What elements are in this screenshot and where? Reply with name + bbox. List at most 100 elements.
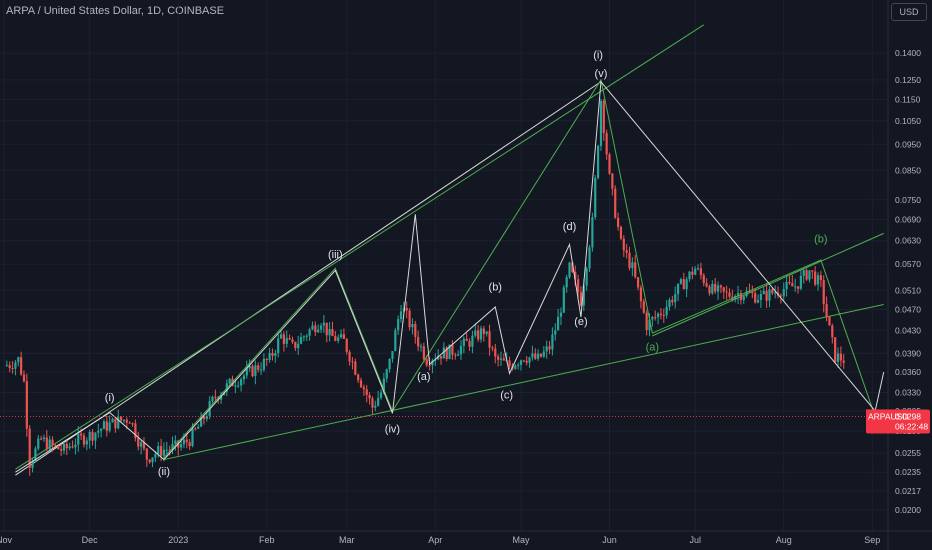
- candle-body: [174, 440, 177, 444]
- candle-body: [514, 365, 517, 369]
- candle-body: [45, 437, 48, 450]
- candle-body: [582, 285, 585, 306]
- currency-button[interactable]: USD: [891, 3, 927, 21]
- wave-label: (d): [563, 221, 576, 233]
- candle-body: [120, 416, 123, 421]
- candle-body: [248, 365, 251, 369]
- candle-body: [108, 422, 111, 431]
- x-tick-label: 2023: [168, 535, 188, 545]
- candle-body: [831, 325, 834, 338]
- candle-body: [716, 285, 720, 292]
- candle-body: [491, 347, 494, 349]
- candle-body: [517, 364, 520, 366]
- y-tick-label: 0.0390: [895, 348, 921, 358]
- candle-body: [676, 283, 680, 295]
- candle-body: [682, 279, 685, 290]
- candle-body: [257, 365, 260, 370]
- wave-label: (i): [593, 49, 603, 61]
- candle-body: [51, 439, 54, 446]
- candle-body: [559, 312, 563, 317]
- y-tick-label: 0.0470: [895, 304, 921, 314]
- candle-body: [442, 347, 445, 359]
- x-tick-label: Apr: [428, 535, 442, 545]
- candle-body: [702, 275, 705, 284]
- candle-body: [525, 360, 528, 363]
- candle-body: [614, 188, 617, 218]
- candle-body: [574, 271, 577, 280]
- candle-body: [137, 437, 140, 447]
- candle-body: [419, 346, 423, 348]
- x-tick-label: Mar: [339, 535, 355, 545]
- candle-body: [102, 421, 106, 430]
- candle-body: [474, 330, 477, 336]
- grid: [0, 0, 888, 531]
- chart-title: ARPA / United States Dollar, 1D, COINBAS…: [6, 5, 225, 17]
- candle-body: [251, 365, 254, 377]
- candle-body: [82, 435, 86, 445]
- candle-body: [322, 322, 325, 326]
- candle-body: [145, 448, 148, 460]
- candle-body: [639, 287, 643, 302]
- candle-body: [808, 270, 811, 280]
- candle-body: [62, 443, 66, 451]
- candle-body: [162, 449, 166, 456]
- candle-body: [768, 289, 771, 301]
- candle-body: [34, 448, 37, 462]
- candle-body: [645, 312, 648, 331]
- candle-body: [839, 353, 842, 361]
- candle-body: [328, 329, 331, 336]
- candle-body: [171, 443, 174, 450]
- candle-body: [779, 295, 782, 297]
- candle-body: [359, 380, 363, 388]
- green-channel-line: [163, 304, 884, 461]
- candle-body: [291, 339, 294, 342]
- y-tick-label: 0.0255: [895, 448, 921, 458]
- candle-body: [351, 361, 354, 363]
- candle-body: [522, 360, 525, 362]
- candle-body: [391, 351, 394, 359]
- candle-body: [399, 311, 403, 320]
- candle-body: [774, 292, 777, 294]
- candle-body: [602, 100, 605, 133]
- candle-body: [91, 431, 94, 441]
- symbol-chip: [866, 409, 894, 422]
- candle-body: [759, 294, 762, 300]
- candle-body: [834, 337, 837, 362]
- candle-body: [371, 398, 374, 408]
- candle-body: [259, 369, 263, 371]
- candle-body: [339, 334, 343, 338]
- candle-body: [197, 426, 200, 429]
- candle-body: [234, 385, 237, 387]
- candle-body: [708, 286, 711, 294]
- candle-body: [454, 354, 457, 356]
- candle-body: [377, 397, 380, 406]
- candle-body: [771, 289, 774, 294]
- candle-body: [596, 145, 600, 178]
- candle-body: [756, 299, 760, 303]
- candle-body: [548, 346, 551, 350]
- candle-body: [542, 351, 545, 357]
- candle-body: [459, 345, 463, 355]
- candle-body: [836, 353, 840, 362]
- candle-body: [468, 340, 471, 347]
- candle-body: [294, 341, 297, 349]
- x-tick-label: Dec: [82, 535, 99, 545]
- candle-body: [802, 270, 805, 276]
- candle-body: [654, 317, 657, 319]
- time-axis: Nov Dec 2023 Feb Mar Apr May Jun Jul Aug Sep: [0, 535, 880, 545]
- candle-body: [237, 385, 240, 387]
- candle-body: [699, 268, 703, 276]
- candle-body: [479, 328, 483, 340]
- candle-body: [311, 325, 314, 330]
- candle-body: [648, 319, 651, 331]
- candle-body: [448, 344, 451, 359]
- candle-body: [659, 313, 663, 316]
- y-tick-label: 0.0750: [895, 195, 921, 205]
- last-price-tag[interactable]: ARPAUSD 0.0298 06:22:48: [866, 409, 930, 434]
- candle-body: [154, 454, 157, 458]
- candle-body: [365, 389, 368, 395]
- x-tick-label: Nov: [0, 535, 12, 545]
- candle-body: [42, 437, 46, 439]
- candle-body: [711, 283, 714, 294]
